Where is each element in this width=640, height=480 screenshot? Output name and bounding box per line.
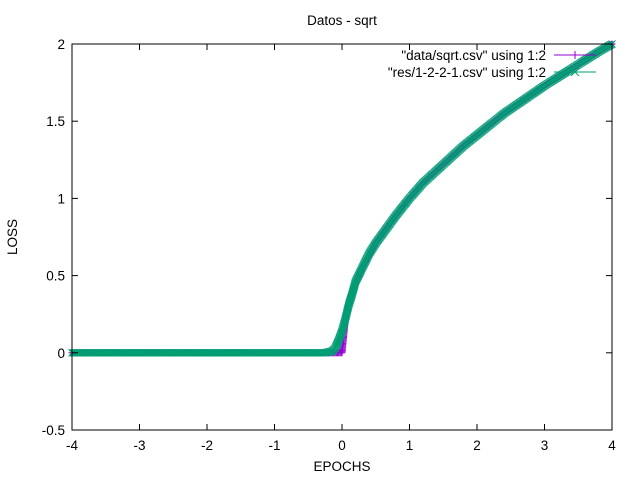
series-res <box>68 40 616 357</box>
y-tick-label: 0 <box>57 346 65 361</box>
legend-marker-res <box>570 67 580 77</box>
x-tick-label: 3 <box>541 438 549 453</box>
legend-marker-data <box>571 51 579 59</box>
x-tick-label: -1 <box>268 438 280 453</box>
x-tick-label: 0 <box>338 438 346 453</box>
data-layer <box>68 40 616 357</box>
x-tick-label: -3 <box>133 438 145 453</box>
chart-title: Datos - sqrt <box>307 13 377 28</box>
y-tick-label: 1 <box>57 191 65 206</box>
y-tick-label: 0.5 <box>46 269 65 284</box>
axis-ticks: -4 -3 -2 -1 0 1 2 3 4 -0.5 0 0.5 1 1.5 2 <box>42 37 617 453</box>
x-tick-label: -2 <box>201 438 213 453</box>
legend: "data/sqrt.csv" using 1:2 "res/1-2-2-1.c… <box>388 48 596 80</box>
y-tick-label: 2 <box>57 37 65 52</box>
x-tick-label: -4 <box>66 438 78 453</box>
x-axis-label: EPOCHS <box>313 459 370 474</box>
plot-frame <box>71 43 613 431</box>
legend-sample-data <box>554 51 596 59</box>
legend-label-data: "data/sqrt.csv" using 1:2 <box>401 48 546 63</box>
legend-sample-res <box>554 67 596 77</box>
x-tick-label: 4 <box>608 438 616 453</box>
legend-label-res: "res/1-2-2-1.csv" using 1:2 <box>388 65 546 80</box>
y-axis-label: LOSS <box>5 219 20 255</box>
y-tick-label: 1.5 <box>46 114 65 129</box>
y-tick-label: -0.5 <box>42 423 65 438</box>
x-tick-label: 1 <box>406 438 414 453</box>
x-tick-label: 2 <box>473 438 481 453</box>
